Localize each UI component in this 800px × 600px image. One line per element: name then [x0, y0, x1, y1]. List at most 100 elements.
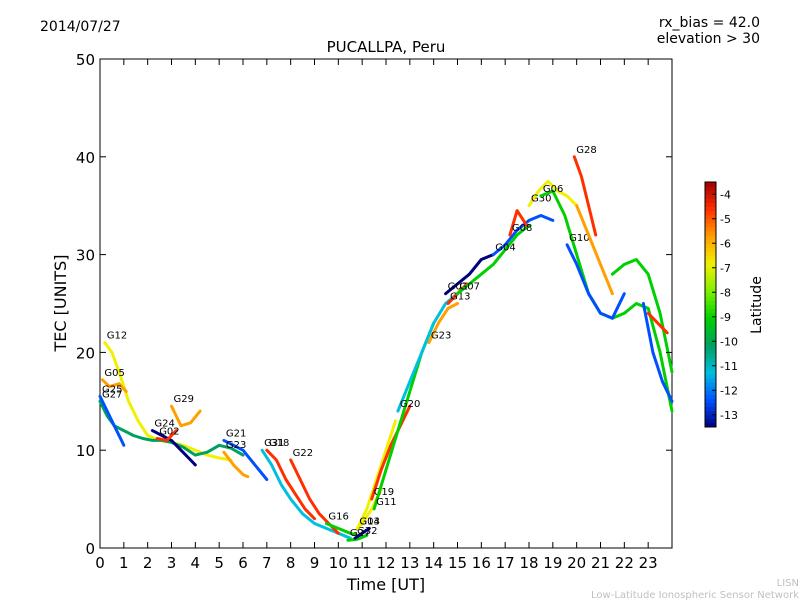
elevation-label: elevation > 30 [657, 31, 760, 47]
colorbar-segment [705, 243, 716, 248]
series-label: G18 [269, 438, 289, 449]
x-tick-label: 16 [472, 554, 491, 572]
series-line [508, 209, 529, 237]
series-line [456, 223, 531, 296]
date-label: 2014/07/27 [40, 19, 121, 35]
colorbar-segment [705, 186, 716, 191]
colorbar-segment [705, 382, 716, 387]
series-label: G20 [400, 399, 420, 410]
colorbar-segment [705, 214, 716, 220]
colorbar-segment [705, 369, 716, 375]
colorbar-segment [705, 365, 716, 371]
colorbar-segment [705, 271, 716, 277]
colorbar-segment [705, 304, 716, 310]
series-label: G13 [450, 292, 470, 303]
series-line [150, 429, 197, 467]
colorbar-tick-label: -6 [720, 237, 731, 250]
colorbar-segment [705, 406, 716, 412]
colorbar-segment [705, 235, 716, 240]
series-label: G01 [448, 282, 468, 293]
footer-network: Low-Latitude Ionospheric Sensor Network [591, 590, 799, 600]
colorbar-segment [705, 418, 716, 424]
colorbar-segment [705, 361, 716, 367]
x-tick-label: 5 [214, 554, 224, 572]
series-line [353, 526, 371, 540]
x-tick-label: 18 [519, 554, 538, 572]
colorbar-segment [705, 218, 716, 224]
rx-bias-label: rx_bias = 42.0 [659, 15, 760, 31]
x-tick-label: 17 [496, 554, 515, 572]
colorbar-segment [705, 394, 716, 399]
colorbar-tick-label: -7 [720, 262, 731, 275]
colorbar-segment [705, 357, 716, 363]
colorbar-segment [705, 182, 716, 187]
colorbar-segment [705, 198, 716, 203]
colorbar-segment [705, 190, 716, 195]
colorbar-tick-label: -12 [720, 384, 738, 397]
colorbar-segment [705, 316, 716, 322]
colorbar-tick-label: -11 [720, 360, 738, 373]
series-line [491, 214, 555, 257]
colorbar-segment [705, 210, 716, 216]
series-label: G22 [293, 448, 313, 459]
series-line [222, 438, 269, 481]
footer-lisn: LISN [777, 578, 799, 589]
x-tick-label: 22 [615, 554, 634, 572]
series-label: G27 [102, 389, 122, 400]
colorbar-segment [705, 275, 716, 281]
x-tick-label: 21 [591, 554, 610, 572]
x-tick-label: 10 [329, 554, 348, 572]
series-label: G31 [264, 438, 284, 449]
x-tick-label: 0 [95, 554, 105, 572]
colorbar-segment [705, 324, 716, 330]
series-label: G06 [543, 184, 563, 195]
colorbar-segment [705, 349, 716, 354]
colorbar-segment [705, 247, 716, 252]
colorbar-segment [705, 386, 716, 391]
colorbar-segment [705, 259, 716, 265]
colorbar-segment [705, 337, 716, 342]
colorbar-segment [705, 296, 716, 301]
x-tick-label: 19 [543, 554, 562, 572]
x-tick-label: 9 [310, 554, 320, 572]
series-line [527, 179, 579, 208]
x-axis-label: Time [UT] [346, 575, 425, 594]
y-tick-label: 30 [76, 247, 95, 265]
colorbar-frame [704, 181, 717, 428]
series-line [346, 533, 369, 542]
series-label: G25 [102, 384, 122, 395]
colorbar-segment [705, 251, 716, 256]
colorbar-segment [705, 267, 716, 273]
y-tick-label: 20 [76, 344, 95, 362]
colorbar-tick-label: -13 [720, 409, 738, 422]
y-tick-label: 0 [85, 540, 95, 558]
series-line [98, 394, 126, 447]
colorbar-segment [705, 284, 716, 289]
x-tick-label: 23 [639, 554, 658, 572]
colorbar-segment [705, 341, 716, 346]
y-tick-label: 40 [76, 149, 95, 167]
series-label: G08 [512, 223, 532, 234]
series-label: G16 [328, 512, 348, 523]
colorbar-segment [705, 345, 716, 350]
series-label: G14 [359, 516, 379, 527]
x-tick-label: 3 [167, 554, 177, 572]
x-tick-label: 1 [119, 554, 129, 572]
series-line [646, 311, 669, 335]
x-tick-label: 6 [238, 554, 248, 572]
colorbar-tick-label: -8 [720, 286, 731, 299]
colorbar-segment [705, 300, 716, 305]
colorbar-label: Latitude [749, 276, 765, 334]
series-label: G02 [159, 426, 179, 437]
series-line [539, 189, 674, 413]
chart-title: PUCALLPA, Peru [327, 38, 446, 56]
colorbar-tick-label: -5 [720, 213, 731, 226]
colorbar-tick-label: -10 [720, 335, 738, 348]
colorbar-segment [705, 292, 716, 297]
colorbar-segment [705, 353, 716, 359]
y-tick-label: 50 [76, 51, 95, 69]
x-tick-label: 15 [448, 554, 467, 572]
colorbar-segment [705, 422, 716, 428]
colorbar-segment [705, 390, 716, 395]
